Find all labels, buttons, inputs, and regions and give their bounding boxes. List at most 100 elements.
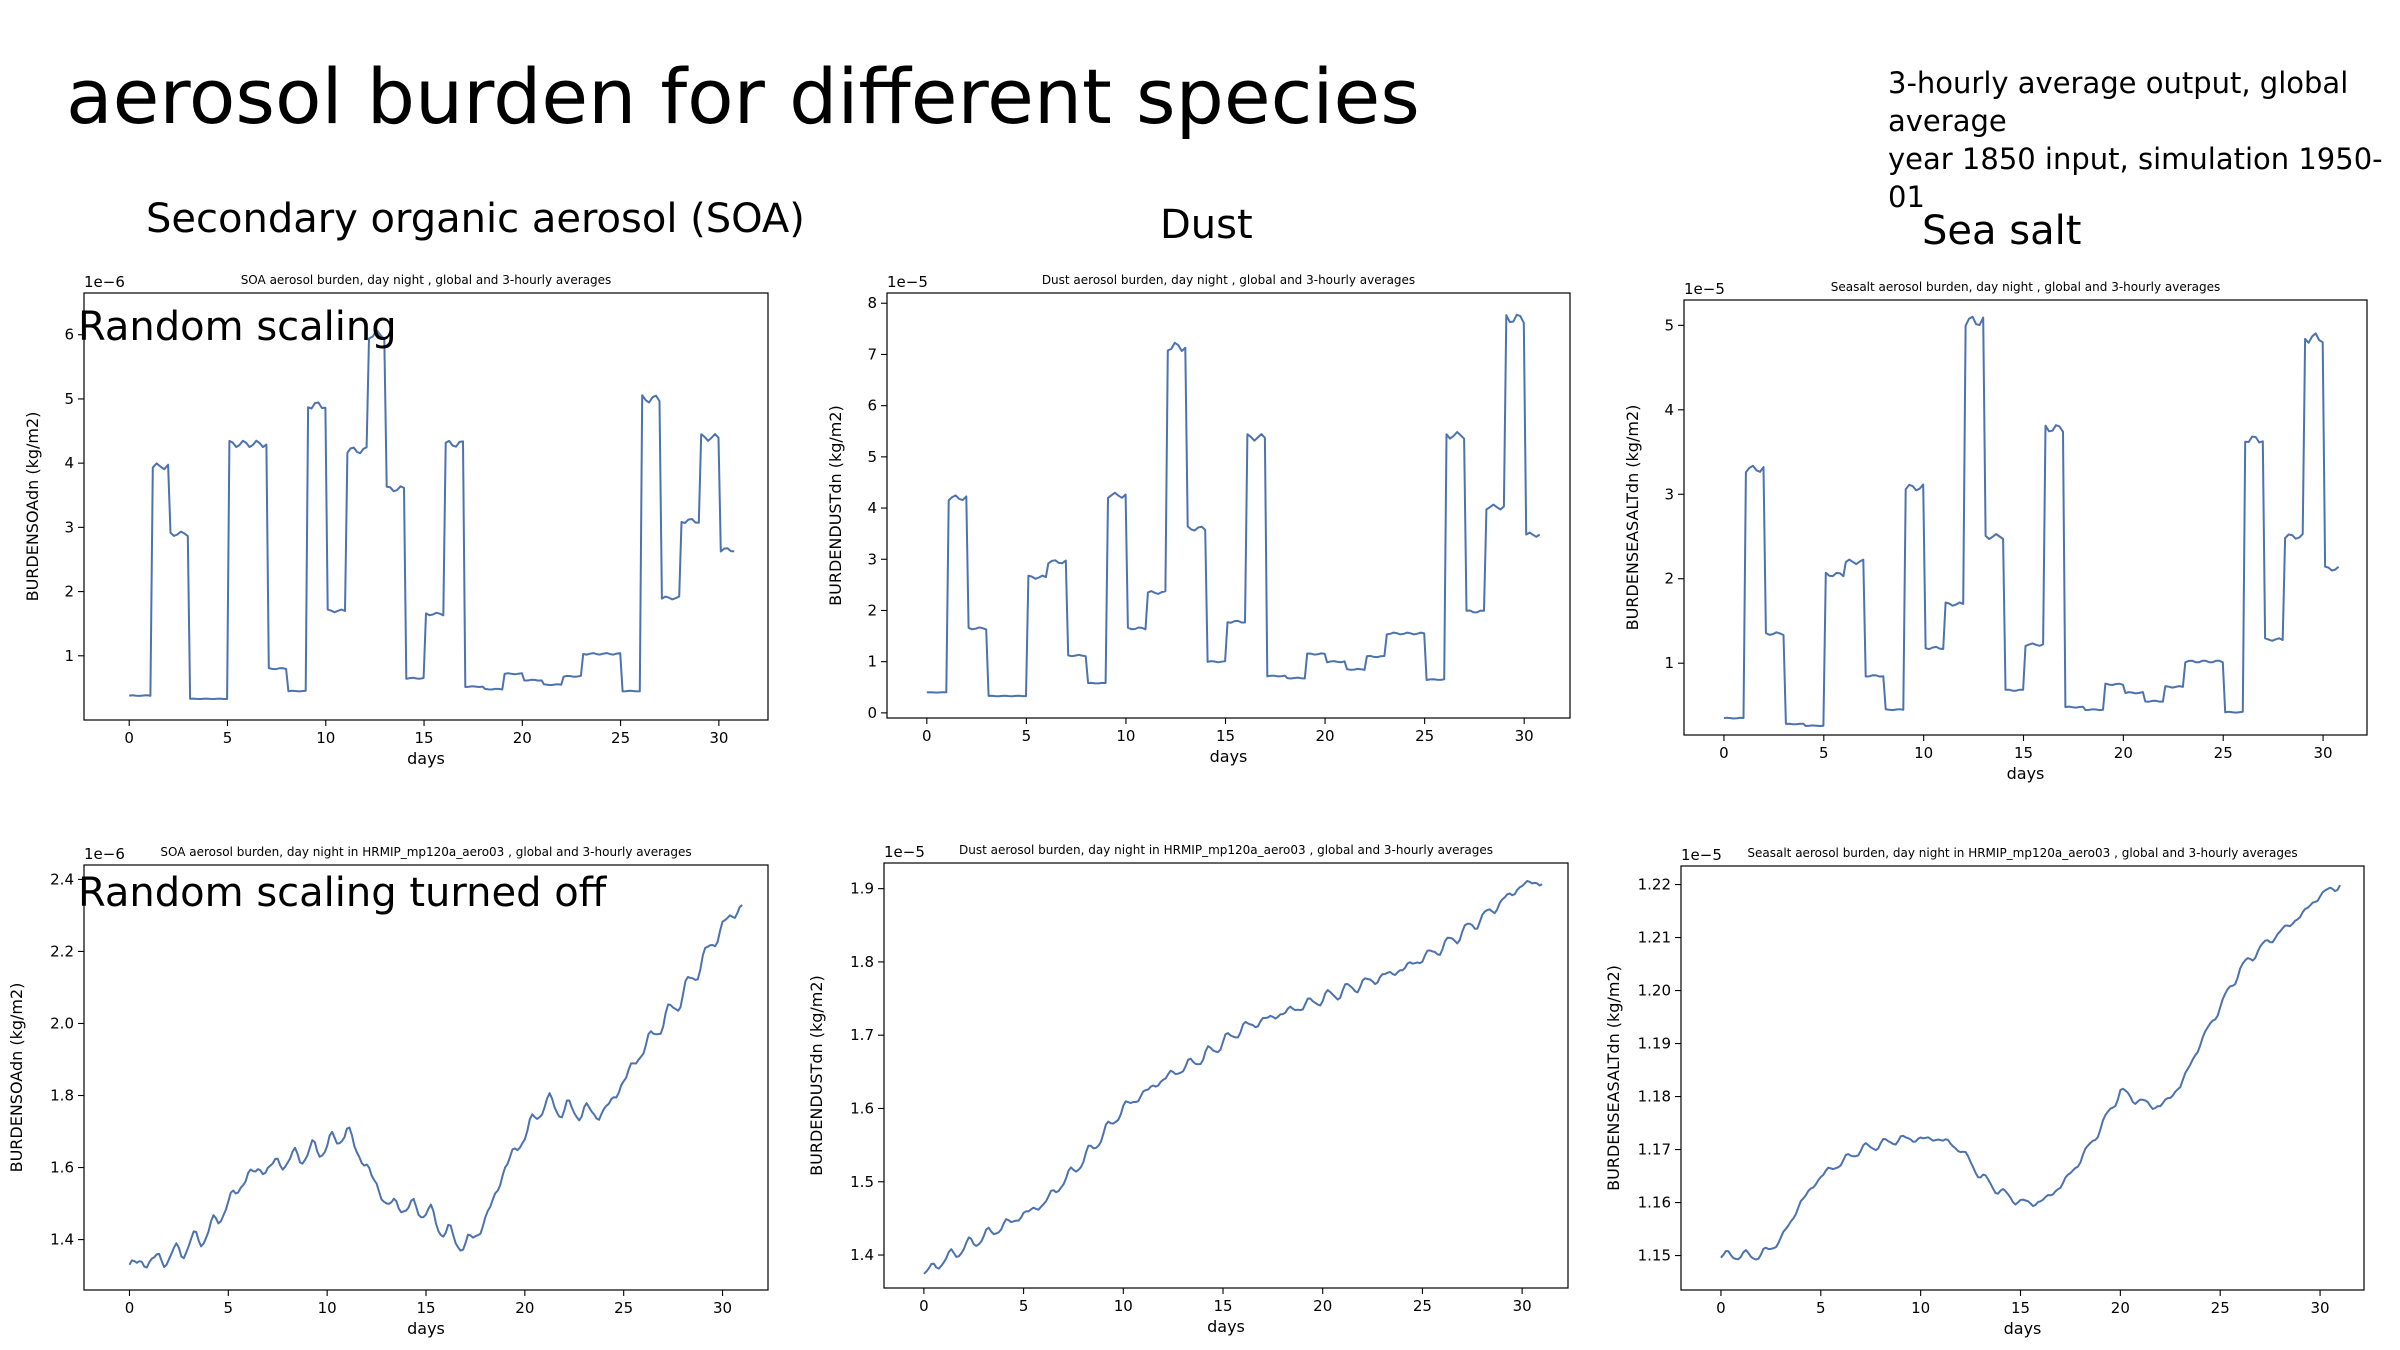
y-tick-label: 1.5 (850, 1173, 874, 1191)
plot-frame (883, 862, 1569, 1289)
plot-frame (1680, 865, 2365, 1291)
y-tick-label: 5 (1664, 316, 1674, 334)
x-tick-label: 20 (1316, 727, 1335, 745)
note-line-2: year 1850 input, simulation 1950-01 (1888, 142, 2383, 214)
y-tick-label: 0 (867, 704, 877, 722)
y-tick-label: 1 (867, 653, 877, 671)
x-axis-label: days (2007, 764, 2045, 783)
y-tick-label: 2.2 (50, 942, 74, 960)
chart-dust_random: Dust aerosol burden, day night , global … (826, 273, 1571, 766)
x-tick-label: 25 (614, 1299, 633, 1317)
chart-title: Dust aerosol burden, day night in HRMIP_… (959, 843, 1493, 857)
x-tick-label: 25 (611, 729, 630, 747)
x-tick-label: 30 (2314, 744, 2333, 762)
x-tick-label: 10 (316, 729, 335, 747)
series-line (1723, 315, 2340, 727)
column-title-seasalt: Sea salt (1922, 208, 2082, 254)
offset-text: 1e−6 (84, 273, 125, 291)
y-tick-label: 1.19 (1638, 1035, 1671, 1053)
y-tick-label: 2.0 (50, 1014, 74, 1032)
chart-seasalt_random: Seasalt aerosol burden, day night , glob… (1623, 280, 2368, 783)
y-tick-label: 1.21 (1638, 929, 1671, 947)
x-tick-label: 5 (1816, 1299, 1826, 1317)
x-tick-label: 0 (1719, 744, 1729, 762)
plot-frame (886, 292, 1571, 719)
y-tick-label: 1.8 (50, 1087, 74, 1105)
x-tick-label: 30 (2311, 1299, 2330, 1317)
y-tick-label: 4 (1664, 401, 1674, 419)
y-tick-label: 7 (867, 345, 877, 363)
x-tick-label: 5 (1019, 1297, 1029, 1315)
y-axis-label: BURDENSEASALTdn (kg/m2) (1604, 965, 1623, 1191)
chart-dust_off: Dust aerosol burden, day night in HRMIP_… (807, 843, 1569, 1336)
series-line (923, 880, 1543, 1275)
column-title-soa: Secondary organic aerosol (SOA) (146, 196, 805, 242)
y-tick-label: 2 (64, 583, 74, 601)
y-axis-label: BURDENSOAdn (kg/m2) (23, 412, 42, 602)
y-tick-label: 1.4 (850, 1246, 874, 1264)
chart-title: Seasalt aerosol burden, day night in HRM… (1747, 846, 2297, 860)
x-tick-label: 10 (1914, 744, 1933, 762)
x-tick-label: 20 (515, 1299, 534, 1317)
y-tick-label: 3 (64, 518, 74, 536)
x-tick-label: 5 (1022, 727, 1032, 745)
y-tick-label: 1.18 (1638, 1088, 1671, 1106)
chart-title: Dust aerosol burden, day night , global … (1042, 273, 1415, 287)
chart-title: Seasalt aerosol burden, day night , glob… (1831, 280, 2221, 294)
y-axis-label: BURDENSOAdn (kg/m2) (7, 983, 26, 1173)
y-tick-label: 5 (64, 390, 74, 408)
x-tick-label: 0 (1716, 1299, 1726, 1317)
y-tick-label: 1.4 (50, 1231, 74, 1249)
y-tick-label: 4 (64, 454, 74, 472)
x-tick-label: 15 (416, 1299, 435, 1317)
x-axis-label: days (407, 749, 445, 768)
x-tick-label: 10 (318, 1299, 337, 1317)
y-tick-label: 1.8 (850, 953, 874, 971)
plot-frame (83, 864, 769, 1291)
y-tick-label: 2.4 (50, 870, 74, 888)
x-axis-label: days (2004, 1319, 2042, 1338)
offset-text: 1e−5 (884, 843, 925, 861)
x-tick-label: 0 (124, 729, 134, 747)
offset-text: 1e−5 (1684, 280, 1725, 298)
y-axis-label: BURDENSEASALTdn (kg/m2) (1623, 405, 1642, 631)
y-tick-label: 1.20 (1638, 982, 1671, 1000)
x-tick-label: 30 (1515, 727, 1534, 745)
y-tick-label: 1.17 (1638, 1141, 1671, 1159)
x-tick-label: 30 (713, 1299, 732, 1317)
y-tick-label: 6 (64, 326, 74, 344)
series-line (129, 329, 735, 700)
x-tick-label: 0 (125, 1299, 135, 1317)
y-tick-label: 5 (867, 448, 877, 466)
x-axis-label: days (407, 1319, 445, 1338)
chart-seasalt_off: Seasalt aerosol burden, day night in HRM… (1604, 846, 2365, 1338)
x-tick-label: 5 (1819, 744, 1829, 762)
simulation-note: 3-hourly average output, global average … (1888, 64, 2400, 216)
slide-title: aerosol burden for different species (66, 52, 1420, 141)
y-tick-label: 1.16 (1638, 1194, 1671, 1212)
x-tick-label: 20 (513, 729, 532, 747)
x-tick-label: 0 (919, 1297, 929, 1315)
y-tick-label: 1 (1664, 654, 1674, 672)
x-tick-label: 30 (1513, 1297, 1532, 1315)
y-tick-label: 4 (867, 499, 877, 517)
series-line (1720, 884, 2341, 1261)
x-tick-label: 20 (1313, 1297, 1332, 1315)
x-tick-label: 10 (1911, 1299, 1930, 1317)
x-tick-label: 10 (1114, 1297, 1133, 1315)
y-tick-label: 3 (867, 550, 877, 568)
note-line-1: 3-hourly average output, global average (1888, 66, 2349, 138)
offset-text: 1e−5 (1681, 846, 1722, 864)
column-title-dust: Dust (1160, 202, 1253, 248)
series-line (128, 904, 743, 1269)
y-axis-label: BURDENDUSTdn (kg/m2) (826, 405, 845, 606)
chart-title: SOA aerosol burden, day night , global a… (241, 273, 612, 287)
y-tick-label: 3 (1664, 485, 1674, 503)
row-label-random-scaling: Random scaling (78, 304, 397, 350)
x-tick-label: 5 (224, 1299, 234, 1317)
x-axis-label: days (1207, 1317, 1245, 1336)
y-tick-label: 1.9 (850, 880, 874, 898)
x-tick-label: 0 (922, 727, 932, 745)
x-axis-label: days (1210, 747, 1248, 766)
